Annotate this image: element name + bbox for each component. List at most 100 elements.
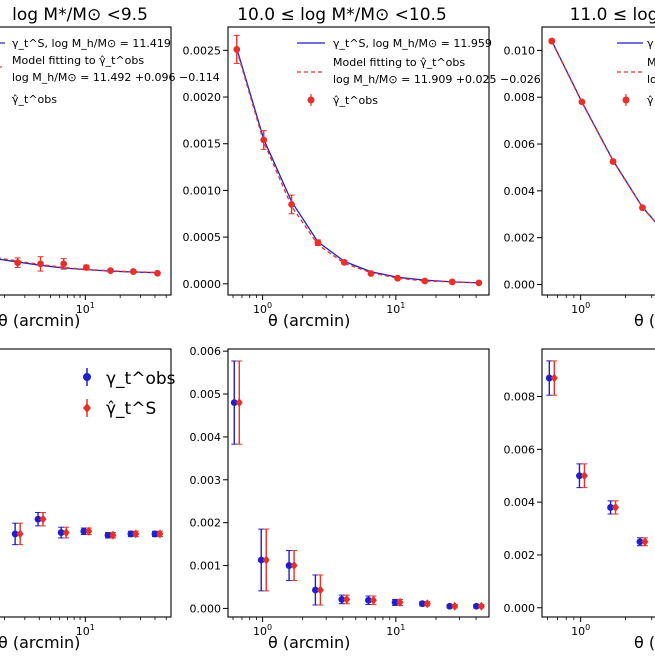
legend-label: γ xyxy=(647,37,654,50)
data-point xyxy=(476,279,483,286)
data-point xyxy=(260,137,267,144)
tick-label: 0.0025 xyxy=(183,44,222,57)
data-point-diamond xyxy=(478,602,485,611)
title-top-left: log M*/M⊙ <9.5 xyxy=(12,5,148,25)
data-point xyxy=(154,270,161,277)
data-point-diamond xyxy=(17,529,24,538)
data-point xyxy=(368,270,375,277)
data-point-diamond xyxy=(612,503,619,512)
data-point xyxy=(548,38,555,45)
legend-marker-point xyxy=(83,373,91,381)
data-point-diamond xyxy=(343,595,350,604)
axes-frame xyxy=(542,27,655,295)
legend-label: log M_h/M⊙ = 11.492 +0.096 −0.114 xyxy=(12,71,220,84)
legend-label: γ̂_t^S xyxy=(106,399,156,419)
data-point-diamond xyxy=(40,515,47,524)
tick-label: 0.006 xyxy=(504,443,536,456)
legend-label: γ̂ xyxy=(647,94,654,107)
plot-area xyxy=(0,257,161,277)
plot-area xyxy=(231,361,485,611)
data-point xyxy=(610,158,617,165)
tick-label: 0.004 xyxy=(190,431,222,444)
data-point xyxy=(83,264,90,271)
data-point-diamond xyxy=(317,585,324,594)
legend-label: γ_t^S, log M_h/M⊙ = 11.959 xyxy=(333,37,492,50)
tick-label: 100 xyxy=(571,623,590,638)
xlabel-bottom-right: θ ( xyxy=(634,633,655,652)
legend-label: γ_t^S, log M_h/M⊙ = 11.419 xyxy=(12,37,171,50)
xlabel-top-left: θ (arcmin) xyxy=(0,311,80,330)
data-point xyxy=(449,279,456,286)
legend-label: Model fitting to γ̂_t^obs xyxy=(333,56,465,69)
xlabel-bottom-left: θ (arcmin) xyxy=(0,633,80,652)
tick-label: 0.005 xyxy=(190,388,222,401)
tick-label: 0.003 xyxy=(190,474,222,487)
legend-label: γ̂_t^obs xyxy=(12,93,57,106)
tick-label: 0.006 xyxy=(190,345,222,358)
legend-marker-point xyxy=(623,97,630,104)
plot-area xyxy=(0,503,163,551)
legend-marker-diamond xyxy=(83,403,91,413)
tick-label: 0.006 xyxy=(504,138,536,151)
data-point-diamond xyxy=(451,602,458,611)
data-point xyxy=(394,275,401,282)
axes-frame xyxy=(0,27,171,295)
legend-bottom-left: γ_t^obs γ̂_t^S xyxy=(83,368,176,419)
data-point xyxy=(107,267,114,274)
data-point-diamond xyxy=(63,528,70,537)
tick-label: 0.000 xyxy=(190,602,222,615)
tick-label: 101 xyxy=(386,623,405,638)
tick-label: 0.0010 xyxy=(183,184,222,197)
data-point-diamond xyxy=(263,555,270,564)
tick-label: 0.002 xyxy=(504,232,536,245)
legend-top-right: γ M lo γ̂ xyxy=(617,37,655,107)
data-point xyxy=(233,46,240,53)
title-top-middle: 10.0 ≤ log M*/M⊙ <10.5 xyxy=(237,5,447,25)
axes-frame xyxy=(542,349,655,617)
data-point xyxy=(37,260,44,267)
data-point-diamond xyxy=(641,537,648,546)
data-point-diamond xyxy=(236,398,243,407)
title-top-right: 11.0 ≤ log xyxy=(570,5,655,25)
tick-label: 0.001 xyxy=(190,560,222,573)
data-point-diamond xyxy=(424,599,431,608)
xlabel-top-right: θ ( xyxy=(634,311,655,330)
tick-label: 0.002 xyxy=(504,549,536,562)
data-point xyxy=(14,259,21,266)
tick-label: 0.000 xyxy=(504,278,536,291)
tick-label: 0.004 xyxy=(504,496,536,509)
legend-label: log M_h/M⊙ = 11.909 +0.025 −0.026 xyxy=(333,73,541,86)
legend-label: γ_t^obs xyxy=(106,369,176,389)
data-point xyxy=(130,268,137,275)
tick-label: 0.0020 xyxy=(183,91,222,104)
legend-label: lo xyxy=(647,73,655,86)
data-point xyxy=(314,239,321,246)
data-point xyxy=(421,278,428,285)
legend-label: M xyxy=(647,56,655,69)
data-point xyxy=(579,98,586,105)
tick-label: 0.008 xyxy=(504,391,536,404)
data-point xyxy=(341,259,348,266)
xlabel-bottom-middle: θ (arcmin) xyxy=(268,633,350,652)
data-point-diamond xyxy=(370,596,377,605)
plot-area xyxy=(548,38,655,236)
tick-label: 0.0005 xyxy=(183,231,222,244)
tick-label: 0.0000 xyxy=(183,278,222,291)
tick-label: 0.002 xyxy=(190,517,222,530)
tick-label: 0.008 xyxy=(504,91,536,104)
axes-frame xyxy=(228,349,489,617)
panel-bottom-left: 101 xyxy=(0,349,171,638)
data-point-diamond xyxy=(581,471,588,480)
xlabel-top-middle: θ (arcmin) xyxy=(268,311,350,330)
data-point-diamond xyxy=(291,561,298,570)
data-point xyxy=(288,201,295,208)
legend-marker-point xyxy=(308,97,315,104)
data-point xyxy=(639,204,646,211)
axes-frame xyxy=(0,349,171,617)
legend-label: γ̂_t^obs xyxy=(333,94,378,107)
